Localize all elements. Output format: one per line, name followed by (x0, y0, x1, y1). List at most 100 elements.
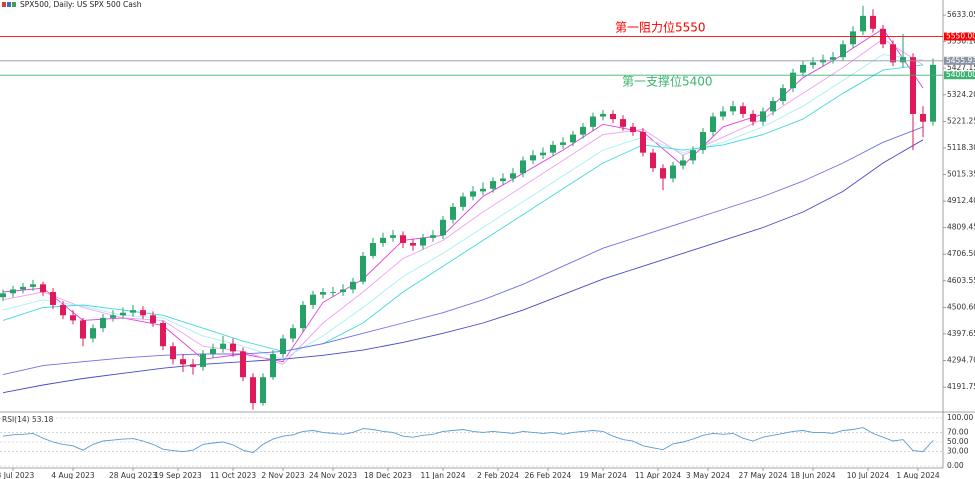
candle-body (750, 113, 756, 122)
candle-body (240, 351, 246, 378)
candle-body (640, 132, 646, 153)
candle-body (740, 106, 746, 114)
x-tick-label: 2 Feb 2024 (477, 471, 519, 479)
candle-body (670, 165, 676, 179)
candle-body (450, 206, 456, 220)
candle-body (90, 328, 96, 339)
price-tag-label: 5550.00 (946, 32, 975, 41)
candle-body (890, 44, 896, 63)
candle-body (910, 57, 916, 114)
candle-body (330, 292, 336, 293)
candle-body (410, 243, 416, 246)
candle-body (20, 286, 26, 290)
candle-body (250, 377, 256, 404)
candle-body (150, 315, 156, 324)
candle-body (300, 304, 306, 329)
candle-body (100, 317, 106, 329)
candle-body (320, 292, 326, 295)
x-tick-label: 13 Jul 2023 (0, 471, 34, 479)
x-tick-label: 11 Oct 2023 (210, 471, 257, 479)
y-tick-label: 4603.55 (947, 276, 975, 285)
candle-body (120, 312, 126, 316)
candle-body (80, 320, 86, 339)
x-tick-label: 24 Nov 2023 (309, 471, 357, 479)
rsi-line (2, 427, 934, 454)
candle-body (840, 44, 846, 58)
candle-body (490, 181, 496, 189)
y-tick-label: 5221.25 (947, 116, 975, 125)
candle-body (700, 132, 706, 151)
x-tick-label: 18 Dec 2023 (364, 471, 412, 479)
rsi-tick-label: 50.00 (947, 437, 969, 446)
rsi-tick-label: 100.00 (947, 413, 973, 422)
candle-body (260, 377, 266, 404)
candle-body (550, 144, 556, 153)
candle-body (340, 289, 346, 293)
x-tick-label: 28 Aug 2023 (109, 471, 157, 479)
candle-body (50, 292, 56, 305)
candle-body (690, 150, 696, 161)
icon (2, 2, 6, 7)
candle-body (210, 348, 216, 354)
x-tick-label: 10 Jul 2024 (847, 471, 890, 479)
candle-body (140, 310, 146, 316)
candle-body (430, 235, 436, 238)
candle-body (460, 196, 466, 207)
candle-body (480, 188, 486, 192)
price-tag (944, 32, 975, 41)
rsi-tick-label: 70.00 (947, 427, 969, 436)
candle-body (710, 116, 716, 133)
candle-body (540, 152, 546, 156)
candle-body (130, 310, 136, 313)
candle-body (510, 173, 516, 179)
candle-body (600, 113, 606, 117)
candle-body (730, 106, 736, 112)
candle-body (390, 235, 396, 238)
candle-body (220, 343, 226, 349)
rsi-tick-label: 30.00 (947, 447, 969, 456)
candle-body (70, 315, 76, 321)
candle-body (380, 237, 386, 244)
candle-body (580, 126, 586, 135)
candle-body (590, 116, 596, 127)
toolbar-icons (2, 2, 16, 7)
candle-body (620, 119, 626, 127)
candle-body (270, 353, 276, 378)
moving-average (2, 38, 924, 365)
candle-body (360, 255, 366, 282)
candle-body (860, 15, 866, 32)
price-tag (944, 56, 975, 65)
candle-body (650, 152, 656, 169)
y-tick-label: 4912.40 (947, 196, 975, 205)
candle-body (810, 62, 816, 65)
rsi-tick-label: 0.00 (947, 461, 964, 470)
candle-body (520, 160, 526, 174)
candle-body (660, 168, 666, 179)
candle-body (30, 284, 36, 287)
candle-body (680, 160, 686, 166)
candle-body (870, 15, 876, 29)
candle-body (110, 315, 116, 318)
y-tick-label: 4809.45 (947, 223, 975, 232)
candle-body (780, 88, 786, 102)
candle-body (180, 359, 186, 365)
candle-body (570, 134, 576, 143)
candle-body (800, 64, 806, 73)
candle-body (630, 126, 636, 133)
moving-average (2, 54, 924, 360)
y-tick-label: 4397.65 (947, 329, 975, 338)
candle-body (190, 364, 196, 367)
x-tick-label: 3 May 2024 (686, 471, 730, 479)
candle-body (760, 111, 766, 122)
candle-body (440, 219, 446, 236)
candle-body (370, 243, 376, 256)
candle-body (310, 294, 316, 305)
y-tick-label: 4191.75 (947, 382, 975, 391)
chart-title: SPX500, Daily: US SPX 500 Cash (20, 0, 142, 9)
moving-average (2, 28, 924, 363)
candle-body (850, 31, 856, 45)
y-tick-label: 5530.10 (947, 37, 975, 46)
candle-body (230, 343, 236, 352)
